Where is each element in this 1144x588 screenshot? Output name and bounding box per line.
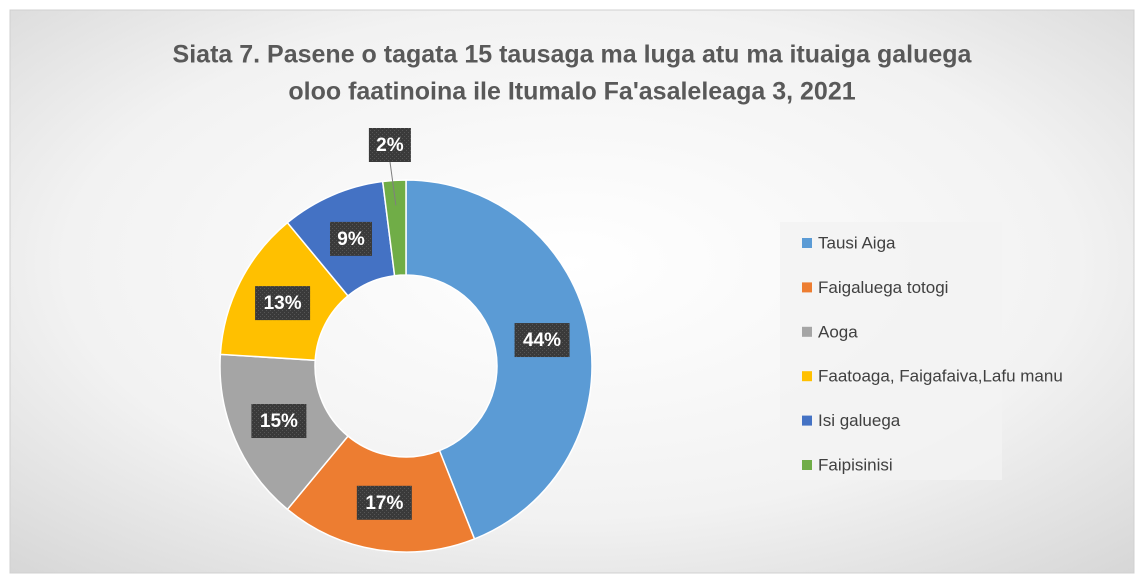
data-label-box xyxy=(251,404,307,439)
chart-title: Siata 7. Pasene o tagata 15 tausaga ma l… xyxy=(173,41,973,69)
legend-marker xyxy=(802,415,812,426)
data-label-box xyxy=(356,485,412,520)
legend-marker xyxy=(802,371,812,382)
donut-segment xyxy=(405,179,593,540)
data-label-box xyxy=(514,323,570,358)
legend-marker xyxy=(802,460,812,470)
legend-label: Faatoaga, Faigafaiva,Lafu manu xyxy=(818,367,1063,386)
data-label: 17% xyxy=(365,493,403,514)
data-label-box xyxy=(329,221,372,256)
data-label: 13% xyxy=(264,293,302,314)
legend-label: Faigaluega totogi xyxy=(818,278,948,297)
legend-label: Tausi Aiga xyxy=(818,233,896,252)
legend-marker xyxy=(802,326,812,337)
chart-title: oloo faatinoina ile Itumalo Fa'asaleleag… xyxy=(288,78,855,106)
legend-box xyxy=(780,222,1002,480)
data-label: 15% xyxy=(260,411,298,432)
legend-marker xyxy=(802,282,812,293)
legend-label: Isi galuega xyxy=(818,411,901,430)
legend-label: Faipisinisi xyxy=(818,455,893,474)
data-label-box xyxy=(368,128,411,162)
data-label-box xyxy=(255,286,311,321)
data-label: 9% xyxy=(337,229,365,250)
donut-segment xyxy=(381,179,407,277)
data-label: 2% xyxy=(376,135,404,156)
legend-marker xyxy=(802,238,812,248)
legend-label: Aoga xyxy=(818,322,858,341)
leader-line xyxy=(389,160,397,206)
data-label: 44% xyxy=(523,330,561,351)
